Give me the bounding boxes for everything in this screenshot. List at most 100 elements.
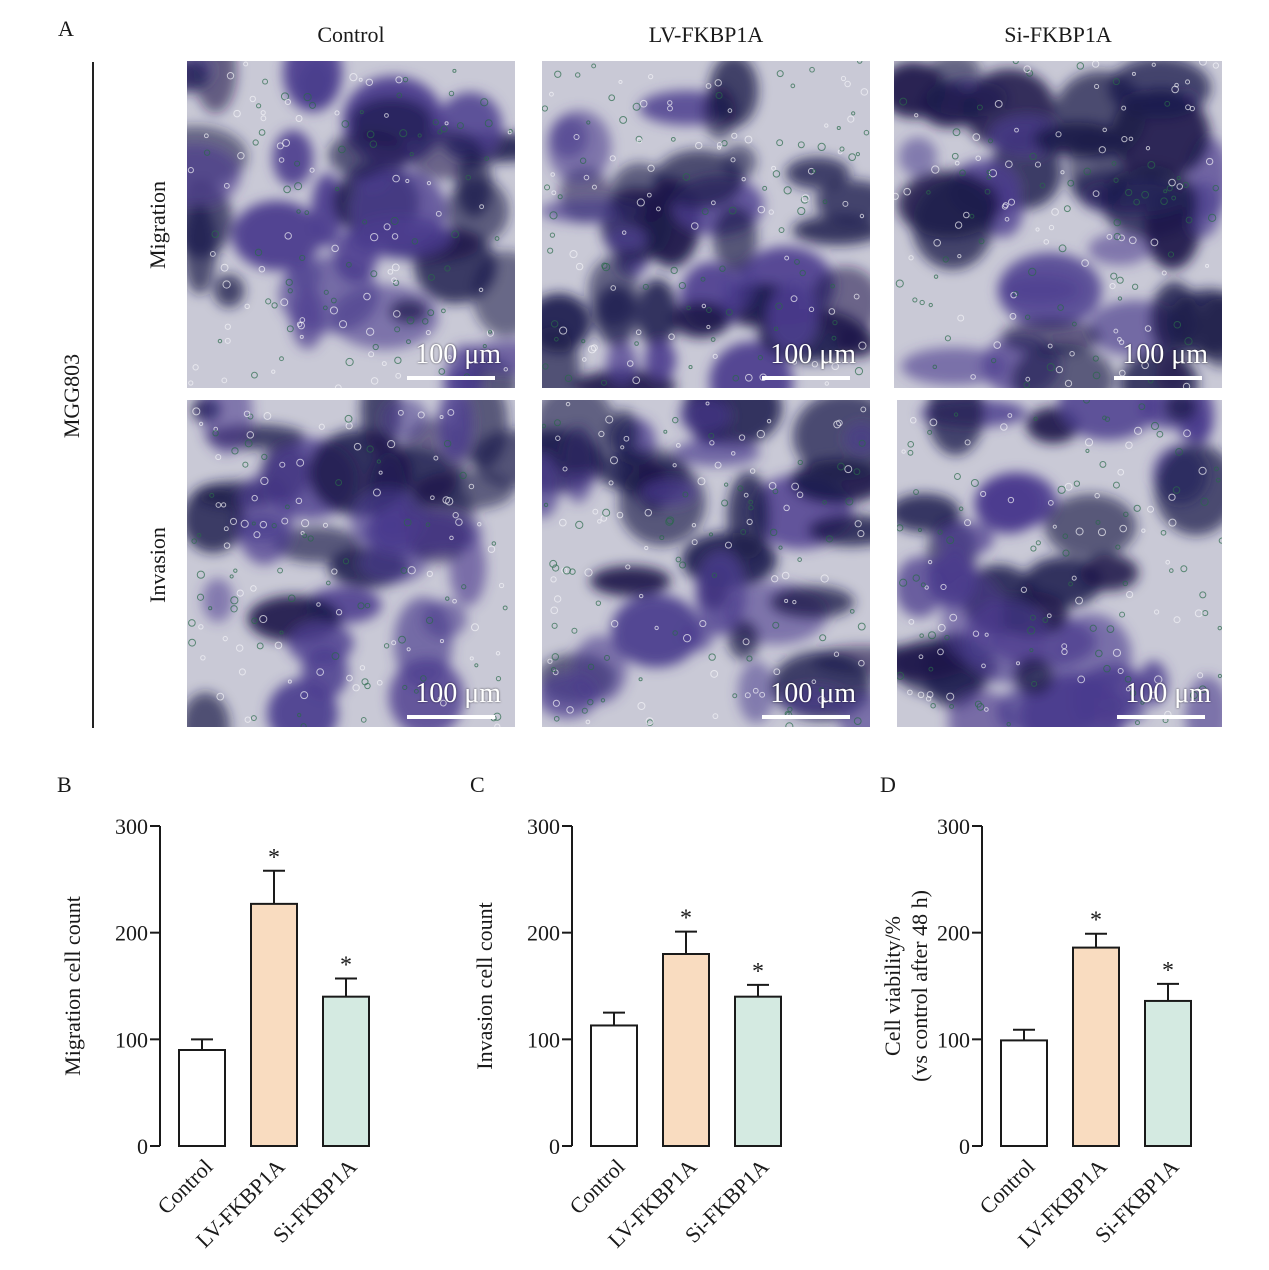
pore [668, 333, 675, 341]
pore [1117, 296, 1123, 301]
pore [1064, 379, 1073, 388]
pore [1147, 505, 1155, 513]
pore [712, 353, 718, 359]
pore [437, 129, 443, 135]
pore [759, 691, 766, 698]
pore [709, 440, 715, 446]
pore [1073, 480, 1081, 487]
pore [441, 308, 446, 314]
pore [1002, 202, 1009, 209]
pore [778, 545, 783, 550]
pore [682, 634, 692, 643]
y-tick-label: 0 [549, 1134, 560, 1159]
stained-cell-cluster [898, 137, 937, 177]
stained-cell-cluster [996, 682, 1095, 727]
pore [644, 545, 649, 551]
pore [1112, 78, 1120, 86]
pore [791, 359, 798, 365]
pore [198, 421, 204, 426]
pore [271, 523, 277, 529]
pore [1061, 643, 1068, 650]
stained-cell-cluster [1184, 676, 1222, 727]
pore [831, 335, 837, 341]
pore [907, 449, 914, 456]
pore [917, 527, 922, 532]
stained-cell-cluster [287, 621, 354, 665]
pore [287, 594, 296, 603]
pore [1007, 413, 1013, 418]
pore [391, 277, 397, 283]
stained-cell-cluster [187, 203, 217, 295]
pore [797, 206, 806, 216]
pore [1126, 590, 1134, 599]
pore [1163, 189, 1168, 194]
pore [1095, 519, 1101, 525]
pore [409, 151, 414, 157]
significance-marker: * [680, 906, 692, 932]
pore [635, 135, 643, 143]
pore [235, 644, 244, 652]
pore [345, 357, 354, 367]
pore [212, 430, 219, 437]
pore [990, 357, 997, 364]
pore [203, 133, 209, 139]
pore [845, 497, 854, 506]
pore [678, 281, 687, 290]
pore [670, 266, 678, 275]
pore [438, 368, 446, 375]
pore [828, 308, 836, 315]
pore [608, 94, 616, 102]
pore [926, 190, 931, 195]
pore [742, 638, 750, 646]
pore [636, 137, 643, 144]
pore [1121, 105, 1127, 111]
pore [1039, 182, 1046, 189]
pore [384, 113, 389, 118]
pore [616, 511, 624, 519]
pore [1062, 533, 1069, 539]
stained-cell-cluster [542, 454, 560, 518]
pore [279, 461, 286, 468]
stained-cell-cluster [349, 97, 434, 147]
pore [710, 200, 716, 206]
pore [730, 157, 736, 163]
pore [426, 180, 432, 186]
pore [279, 356, 284, 362]
bar-lv-fkbp1a [250, 902, 298, 1147]
pore [1197, 672, 1204, 679]
y-tick-label: 0 [137, 1134, 148, 1159]
pore [551, 190, 557, 196]
pore [715, 91, 723, 100]
pore [587, 698, 594, 706]
pore [809, 66, 815, 73]
pore [322, 305, 328, 311]
pore [719, 265, 726, 272]
bar-si-fkbp1a [734, 995, 782, 1147]
pore [250, 715, 257, 722]
pore [1055, 131, 1062, 138]
pore [856, 61, 863, 64]
stained-cell-cluster [278, 255, 379, 333]
pore [1182, 382, 1191, 388]
pore [502, 605, 508, 611]
pore [345, 422, 353, 430]
pore [600, 379, 607, 386]
pore [366, 445, 374, 453]
pore [544, 184, 551, 191]
panel-label-b: B [57, 772, 72, 797]
pore [196, 570, 205, 579]
pore [762, 185, 768, 191]
pore [216, 692, 225, 701]
stained-cell-cluster [636, 278, 678, 348]
pore [553, 715, 560, 722]
stained-cell-cluster [680, 621, 714, 652]
pore [542, 363, 549, 370]
pore [744, 692, 751, 699]
pore [839, 146, 845, 152]
pore [832, 320, 838, 326]
pore [972, 630, 980, 637]
pore [792, 599, 797, 605]
stained-cell-cluster [808, 514, 870, 547]
pore [1194, 609, 1203, 618]
pore [706, 324, 711, 330]
